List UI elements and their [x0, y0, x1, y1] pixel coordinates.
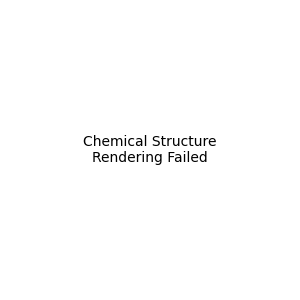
Text: Chemical Structure
Rendering Failed: Chemical Structure Rendering Failed [83, 135, 217, 165]
